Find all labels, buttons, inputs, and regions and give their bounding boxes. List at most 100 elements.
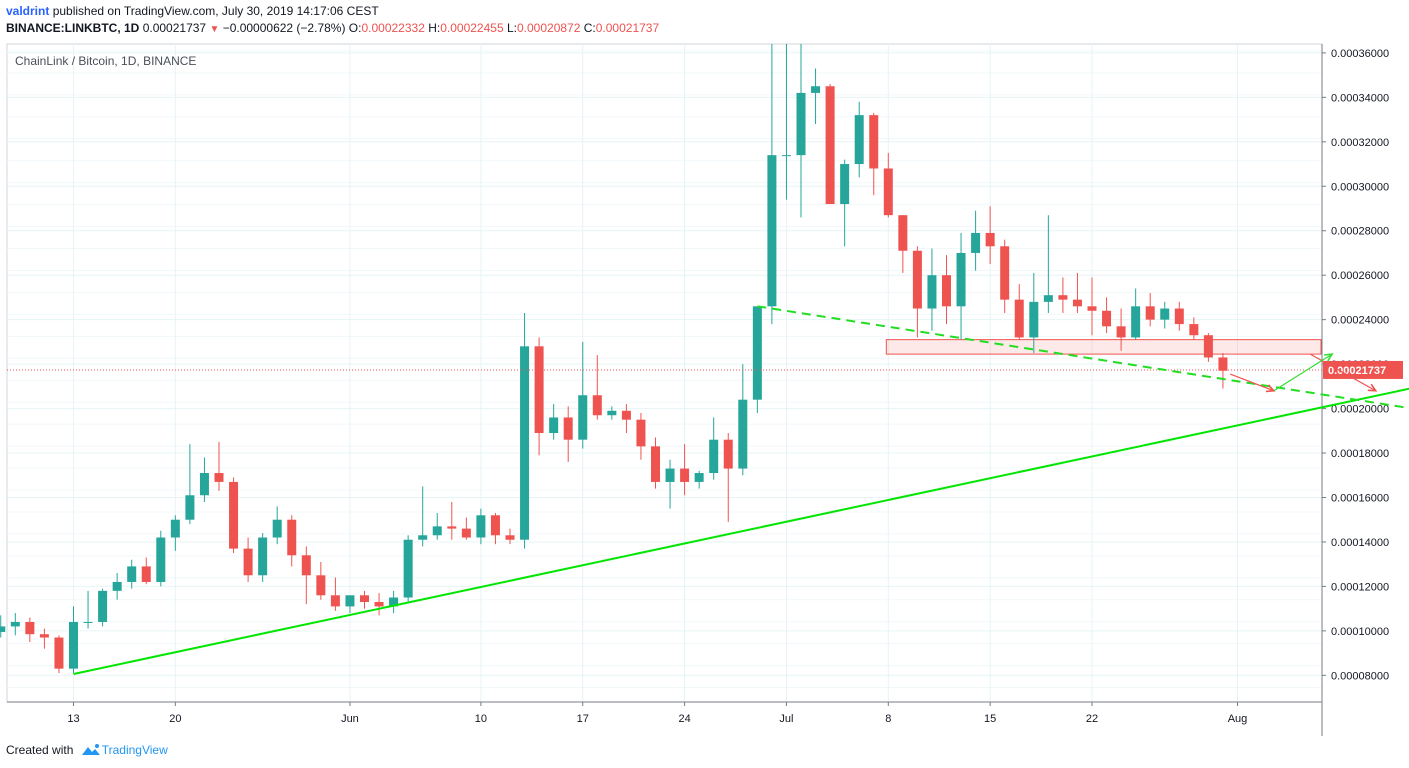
candle-body xyxy=(1145,306,1155,320)
candle-body xyxy=(1203,335,1213,358)
price-change: −0.00000622 (−2.78%) xyxy=(222,21,346,35)
candle xyxy=(796,44,806,218)
tradingview-brand[interactable]: TradingView xyxy=(101,743,168,757)
candle-body xyxy=(1014,299,1024,338)
candle xyxy=(141,557,151,585)
author-link[interactable]: valdrint xyxy=(6,4,50,18)
candle xyxy=(185,444,195,525)
candle xyxy=(10,613,20,636)
candle xyxy=(854,101,864,178)
candle-body xyxy=(1087,306,1097,311)
candle-body xyxy=(170,519,180,538)
candle xyxy=(927,248,937,331)
chart-header: valdrint published on TradingView.com, J… xyxy=(6,3,1386,38)
candle-body xyxy=(694,473,704,482)
candle-body xyxy=(403,539,413,598)
candle-body xyxy=(316,575,326,596)
candle-body xyxy=(185,495,195,520)
candle-body xyxy=(374,601,384,607)
publish-line: valdrint published on TradingView.com, J… xyxy=(6,3,1386,20)
candle xyxy=(1102,297,1112,333)
candle-body xyxy=(607,410,617,416)
x-tick-label: 24 xyxy=(678,713,690,725)
dashed-trend-line xyxy=(757,305,1409,410)
projection-arrow-red xyxy=(1230,373,1275,392)
projection-arrowhead-red xyxy=(1367,383,1378,392)
candle-body xyxy=(301,555,311,576)
candle xyxy=(738,364,748,476)
candle-body xyxy=(883,168,893,216)
candle xyxy=(825,84,835,205)
y-tick-label: 0.00016000 xyxy=(1331,492,1389,504)
candle-body xyxy=(505,535,515,540)
candle-body xyxy=(752,306,762,400)
candle xyxy=(971,210,981,271)
candle-body xyxy=(956,252,966,307)
candle-body xyxy=(781,155,791,157)
candle-body xyxy=(1131,306,1141,338)
candle-body xyxy=(840,164,850,205)
candle-body xyxy=(621,410,631,420)
candle xyxy=(258,533,268,582)
candle xyxy=(942,255,951,325)
y-tick-label: 0.00008000 xyxy=(1331,670,1389,682)
candle xyxy=(330,577,340,611)
candle-body xyxy=(1000,246,1010,300)
candle xyxy=(694,470,704,489)
footer: Created with TradingView xyxy=(6,742,168,761)
candle xyxy=(418,486,428,547)
candle xyxy=(214,441,224,491)
candle-body xyxy=(447,526,457,529)
candle xyxy=(680,444,690,496)
candle xyxy=(389,590,399,614)
x-tick-label: 22 xyxy=(1086,713,1098,725)
candle xyxy=(39,628,49,649)
candle xyxy=(665,459,675,509)
candlestick-chart[interactable]: 0.00008000 0.00010000 0.00012000 0.00014000… xyxy=(0,0,1409,740)
x-tick-label: 10 xyxy=(475,713,487,725)
candle xyxy=(1014,284,1024,340)
candle xyxy=(243,537,253,582)
candle xyxy=(709,417,719,480)
candle xyxy=(607,406,617,420)
candle xyxy=(651,437,660,489)
y-tick-label: 0.00036000 xyxy=(1331,48,1389,60)
projection-arrow-green xyxy=(1273,353,1333,392)
candle-body xyxy=(330,595,340,607)
ohlc-line: BINANCE:LINKBTC, 1D 0.00021737 ▼ −0.0000… xyxy=(6,20,1386,38)
candle xyxy=(883,152,893,218)
close-value: 0.00021737 xyxy=(595,21,660,35)
y-tick-label: 0.00032000 xyxy=(1331,137,1389,149)
candle xyxy=(476,508,486,545)
candle-body xyxy=(971,232,981,253)
candle-body xyxy=(563,417,573,440)
candle-body xyxy=(461,528,471,538)
candle xyxy=(229,477,239,554)
x-tick-label: 13 xyxy=(67,713,79,725)
candle-body xyxy=(1058,295,1068,300)
candle xyxy=(54,635,64,674)
candle-body xyxy=(578,395,588,440)
candle xyxy=(432,513,442,540)
candle xyxy=(447,501,457,540)
candle xyxy=(345,595,355,614)
last-price: 0.00021737 xyxy=(142,21,207,35)
candle xyxy=(505,528,515,545)
y-tick-label: 0.00010000 xyxy=(1331,626,1389,638)
candle xyxy=(549,404,559,440)
candle-body xyxy=(869,115,879,169)
candle xyxy=(767,44,777,325)
candle-body xyxy=(54,637,64,669)
candle-body xyxy=(10,621,20,627)
x-tick-label: Jun xyxy=(341,713,359,725)
candle-body xyxy=(432,526,442,536)
low-label: L: xyxy=(506,21,517,35)
candle-body xyxy=(549,417,559,434)
candle-body xyxy=(490,515,500,536)
candle-body xyxy=(592,395,602,416)
candle xyxy=(1145,292,1155,327)
candle xyxy=(1174,301,1184,331)
low-value: 0.00020872 xyxy=(516,21,581,35)
candle-body xyxy=(360,595,369,602)
open-label: O: xyxy=(348,21,362,35)
